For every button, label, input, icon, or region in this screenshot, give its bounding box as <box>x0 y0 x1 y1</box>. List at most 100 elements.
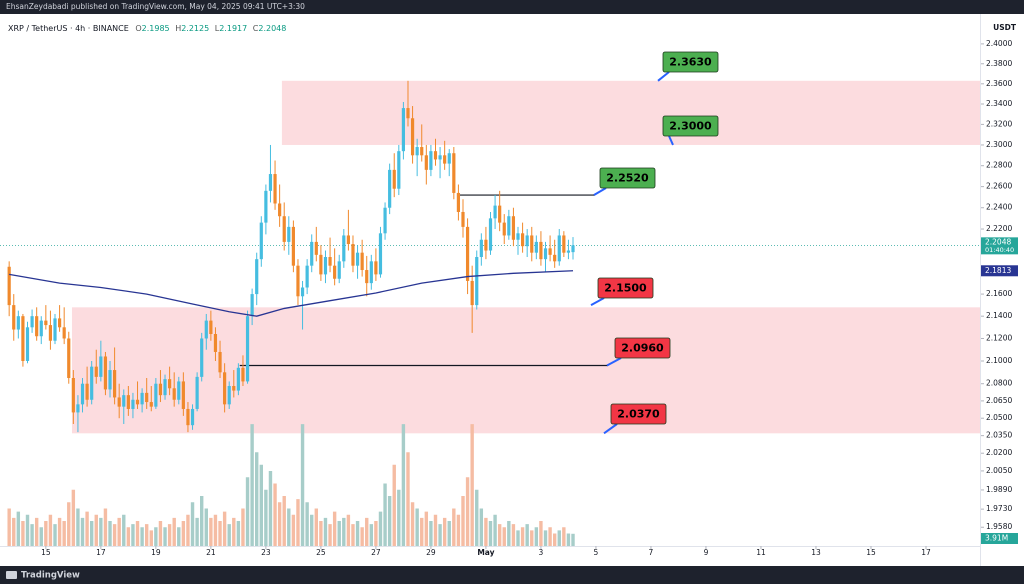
candle-body <box>507 216 511 236</box>
x-tick-label: 19 <box>151 548 161 557</box>
candle-body <box>122 395 126 407</box>
candle-body <box>287 226 291 242</box>
candle-body <box>236 367 240 391</box>
volume-bar <box>534 527 539 546</box>
volume-bar <box>497 524 502 546</box>
candle-body <box>337 261 341 279</box>
candle-body <box>291 226 295 266</box>
level-box <box>610 403 667 425</box>
candle-body <box>401 108 406 152</box>
candle-body <box>351 244 355 266</box>
candle-body <box>80 383 85 405</box>
symbol: XRP / TetherUS · 4h · BINANCE <box>8 24 129 33</box>
candle-body <box>163 379 167 396</box>
volume-bar <box>282 496 286 546</box>
candle-body <box>25 327 30 361</box>
volume-bar <box>12 517 16 546</box>
y-tick-label: 2.3400 <box>986 99 1012 108</box>
candle-body <box>502 222 506 236</box>
candle-body <box>177 381 181 400</box>
level-label: 2.2520 <box>606 172 649 185</box>
volume-bar <box>57 517 62 546</box>
volume-bar <box>181 521 186 546</box>
candle-body <box>264 190 268 223</box>
l-letter: L <box>215 24 220 33</box>
volume-bar <box>332 511 337 546</box>
candle-body <box>190 408 195 426</box>
candle-body <box>223 372 227 405</box>
level-label: 2.3000 <box>669 120 712 133</box>
volume-tag-label: 3.91M <box>985 534 1008 543</box>
candle-body <box>346 235 350 245</box>
candle-body <box>342 235 346 262</box>
volume-bar <box>392 464 396 546</box>
volume-bar <box>236 521 241 546</box>
volume-bar <box>438 524 442 546</box>
ma-tag <box>981 265 1018 277</box>
volume-bar <box>465 477 470 546</box>
candle-body <box>365 270 369 284</box>
candle-body <box>300 287 305 297</box>
volume-bar <box>89 521 94 546</box>
candle-body <box>424 155 428 170</box>
candle-body <box>484 239 488 251</box>
volume-bar <box>571 533 575 546</box>
y-tick-label: 2.1400 <box>986 311 1012 320</box>
volume-bar <box>135 521 140 546</box>
candle-body <box>259 222 263 260</box>
c-letter: C <box>253 24 259 33</box>
l-value: 2.1917 <box>219 24 247 33</box>
candle-body <box>85 383 89 400</box>
candle-body <box>12 305 16 330</box>
volume-bar <box>342 517 346 546</box>
candle-body <box>548 248 552 255</box>
level-leader <box>593 187 607 196</box>
level-leader <box>657 71 670 82</box>
volume-bar <box>452 508 456 546</box>
candle-body <box>328 257 332 266</box>
candle-body <box>255 259 259 295</box>
x-tick-label: 13 <box>811 548 821 557</box>
volume-bar <box>268 471 273 546</box>
volume-tag <box>981 533 1018 544</box>
volume-bar <box>484 517 488 546</box>
candle-body <box>44 320 48 326</box>
volume-bar <box>222 511 227 546</box>
volume-bar <box>442 517 447 546</box>
volume-bar <box>149 530 153 546</box>
candle-body <box>525 235 529 247</box>
volume-bar <box>126 527 131 546</box>
volume-bar <box>305 502 309 546</box>
volume-bar <box>543 530 548 546</box>
candle-body <box>218 351 222 373</box>
volume-bar <box>62 521 66 546</box>
volume-bar <box>227 524 231 546</box>
volume-bar <box>351 524 355 546</box>
y-tick-label: 2.3600 <box>986 79 1012 88</box>
volume-bar <box>516 530 520 546</box>
volume-bar <box>200 496 204 546</box>
o-letter: O <box>135 24 141 33</box>
volume-bar <box>99 517 103 546</box>
candle-body <box>461 211 465 227</box>
volume-bar <box>562 527 566 546</box>
y-tick-label: 2.1600 <box>986 289 1012 298</box>
volume-bar <box>273 483 277 546</box>
candle-body <box>452 153 456 193</box>
volume-bar <box>406 452 410 546</box>
volume-bar <box>383 483 387 546</box>
candle-body <box>429 151 433 170</box>
candle-body <box>493 205 497 219</box>
volume-bar <box>259 464 263 546</box>
candle-body <box>181 381 185 409</box>
candle-body <box>39 320 43 337</box>
candle-body <box>135 399 140 405</box>
candle-body <box>557 235 561 262</box>
volume-bar <box>296 499 300 546</box>
volume-bar <box>355 521 360 546</box>
candle-body <box>319 254 323 275</box>
candle-body <box>213 334 218 352</box>
level-label: 2.0960 <box>621 342 664 355</box>
x-tick-label: 17 <box>96 548 106 557</box>
volume-bar <box>232 517 236 546</box>
